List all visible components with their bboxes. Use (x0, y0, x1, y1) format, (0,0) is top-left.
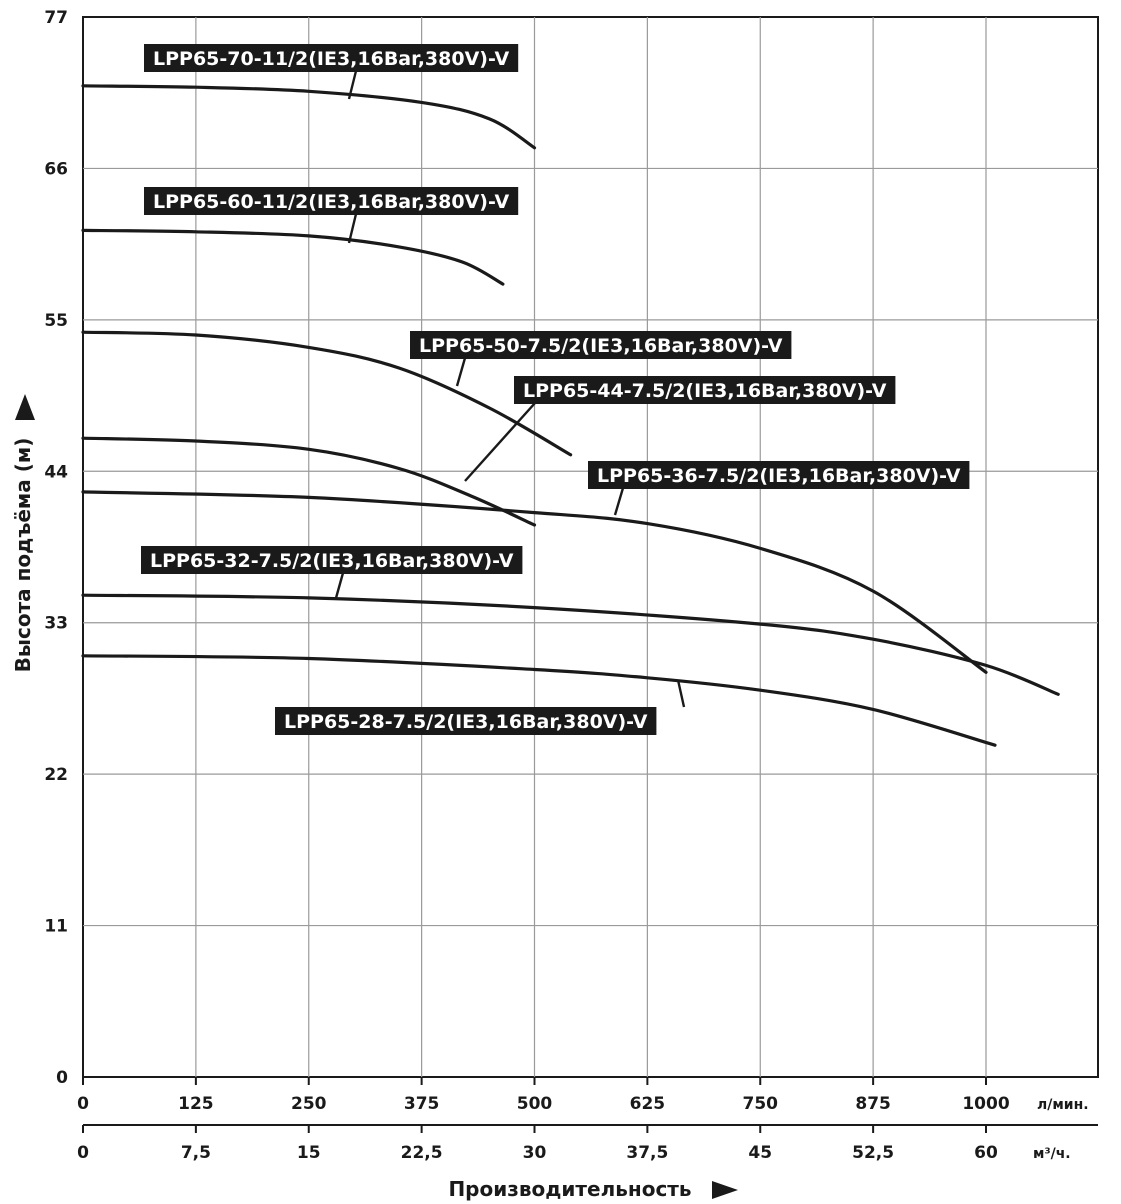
label-leader-line (613, 487, 625, 516)
plot-frame (82, 16, 1099, 1078)
x2-tick-label: 7,5 (181, 1143, 211, 1163)
label-text: LPP65-70-11/2(IE3,16Bar,380V)-V (153, 48, 509, 70)
y-tick-label: 11 (44, 917, 68, 937)
label-text: LPP65-28-7.5/2(IE3,16Bar,380V)-V (284, 711, 648, 733)
label-text: LPP65-32-7.5/2(IE3,16Bar,380V)-V (150, 550, 514, 572)
y-tick-label: 77 (44, 8, 68, 28)
series-line-6 (81, 593, 1060, 696)
x-tick-label: 625 (630, 1094, 666, 1114)
x-tick-label: 0 (77, 1094, 89, 1114)
x2-tick-label: 0 (77, 1143, 89, 1163)
curve-label-6: LPP65-32-7.5/2(IE3,16Bar,380V)-V (141, 546, 523, 599)
y-tick-label: 55 (44, 311, 68, 331)
x-axis-arrow-icon (712, 1181, 738, 1199)
curve-label-7: LPP65-28-7.5/2(IE3,16Bar,380V)-V (275, 679, 686, 735)
label-leader-line (676, 679, 686, 708)
x2-tick-label: 22,5 (401, 1143, 443, 1163)
label-text: LPP65-60-11/2(IE3,16Bar,380V)-V (153, 191, 509, 213)
label-text: LPP65-50-7.5/2(IE3,16Bar,380V)-V (419, 335, 783, 357)
x-tick-label: 250 (291, 1094, 327, 1114)
y-tick-label: 22 (44, 765, 68, 785)
curve-label-2: LPP65-60-11/2(IE3,16Bar,380V)-V (144, 187, 519, 244)
x2-tick-label: 45 (748, 1143, 772, 1163)
curve-label-4: LPP65-44-7.5/2(IE3,16Bar,380V)-V (464, 376, 896, 482)
x-tick-label: 375 (404, 1094, 440, 1114)
x-tick-label: 750 (743, 1094, 779, 1114)
curve-labels: LPP65-70-11/2(IE3,16Bar,380V)-V LPP65-60-… (141, 44, 970, 735)
label-box (410, 331, 792, 359)
curve-label-1: LPP65-70-11/2(IE3,16Bar,380V)-V (144, 44, 519, 100)
x-tick-label: 875 (855, 1094, 891, 1114)
x-tick-label: 500 (517, 1094, 553, 1114)
y-tick-label: 66 (44, 159, 68, 179)
label-text: LPP65-44-7.5/2(IE3,16Bar,380V)-V (523, 380, 887, 402)
x2-tick-label: 15 (297, 1143, 321, 1163)
y-axis-title: Высота подъёма (м) (11, 438, 35, 673)
curve-label-5: LPP65-36-7.5/2(IE3,16Bar,380V)-V (588, 461, 970, 516)
x2-tick-label: 37,5 (626, 1143, 668, 1163)
series-line-2 (81, 228, 505, 286)
series-line-4 (81, 436, 537, 527)
label-leader-line (347, 70, 358, 100)
series-line-1 (81, 84, 537, 150)
x2-tick-label: 60 (974, 1143, 998, 1163)
label-box (275, 707, 657, 735)
label-box (141, 546, 523, 574)
x-axis-title: Производительность (448, 1177, 691, 1201)
axes: 0 125 250 375 500 625 750 875 1000 л/мин. 0 11 22 33 4… (11, 8, 1098, 1201)
x-secondary-unit: м³/ч. (1033, 1146, 1071, 1162)
label-text: LPP65-36-7.5/2(IE3,16Bar,380V)-V (597, 465, 961, 487)
label-leader-line (455, 357, 467, 387)
curve-label-3: LPP65-50-7.5/2(IE3,16Bar,380V)-V (410, 331, 792, 387)
x-tick-label: 125 (178, 1094, 214, 1114)
x2-tick-label: 52,5 (852, 1143, 894, 1163)
x2-tick-label: 30 (523, 1143, 547, 1163)
curves (81, 84, 1060, 747)
label-box (514, 376, 896, 404)
y-tick-label: 44 (44, 462, 68, 482)
y-tick-label: 0 (56, 1068, 68, 1088)
label-box (144, 44, 519, 72)
y-tick-label: 33 (44, 614, 68, 634)
y-axis-arrow-icon (15, 394, 35, 420)
series-line-5 (81, 490, 988, 674)
series-line-7 (81, 654, 997, 747)
x-primary-unit: л/мин. (1037, 1097, 1089, 1113)
label-leader-line (464, 402, 536, 482)
series-line-3 (81, 330, 573, 457)
label-leader-line (334, 572, 345, 599)
label-box (588, 461, 970, 489)
x-tick-label: 1000 (962, 1094, 1009, 1114)
label-box (144, 187, 519, 215)
label-leader-line (347, 213, 358, 244)
